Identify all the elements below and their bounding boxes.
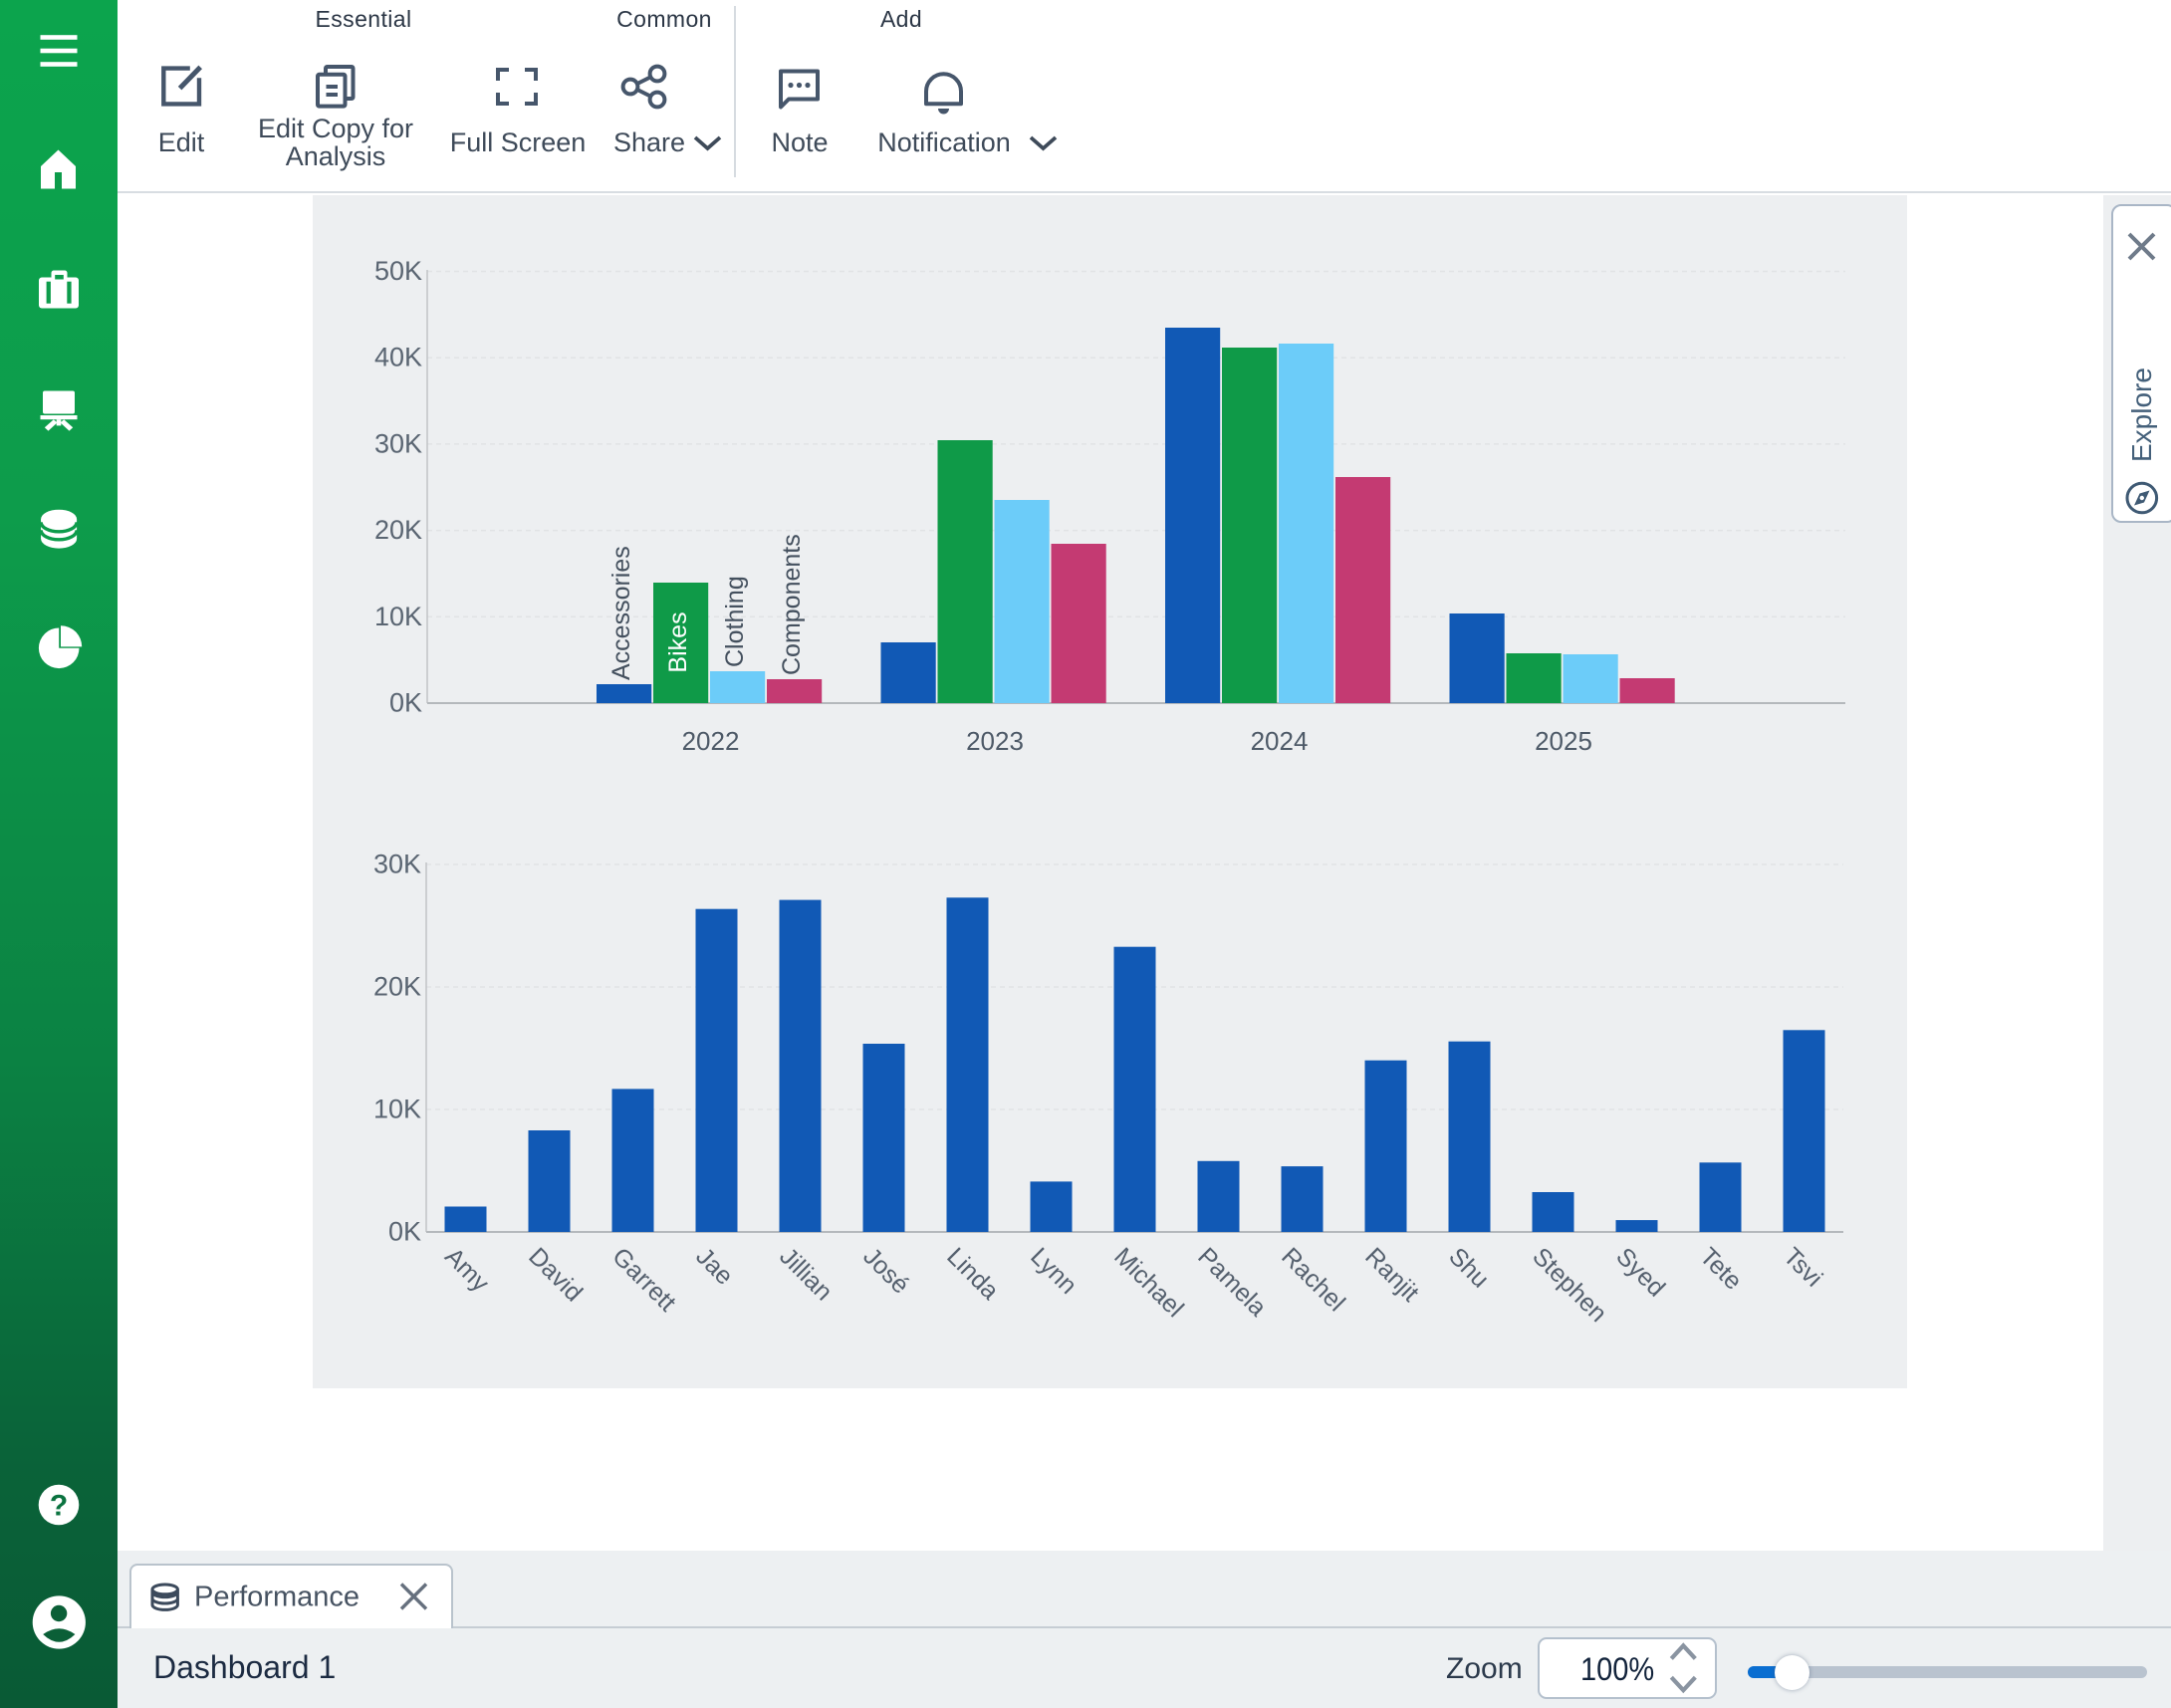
svg-text:2022: 2022 — [682, 726, 740, 756]
svg-text:David: David — [523, 1242, 588, 1307]
svg-text:Performance: Performance — [194, 1582, 360, 1613]
svg-text:10K: 10K — [373, 1095, 421, 1124]
svg-text:Pamela: Pamela — [1192, 1242, 1272, 1322]
svg-text:Components: Components — [778, 534, 806, 675]
svg-text:20K: 20K — [374, 515, 422, 545]
svg-text:Explore: Explore — [2126, 367, 2157, 462]
svg-text:José: José — [857, 1242, 914, 1299]
svg-text:30K: 30K — [373, 850, 421, 879]
svg-text:Syed: Syed — [1610, 1242, 1670, 1302]
svg-text:Ranjit: Ranjit — [1359, 1242, 1424, 1307]
svg-text:0K: 0K — [388, 1217, 421, 1247]
svg-text:2024: 2024 — [1251, 726, 1309, 756]
svg-text:20K: 20K — [373, 972, 421, 1002]
svg-text:Tete: Tete — [1694, 1242, 1747, 1295]
svg-text:Tsvi: Tsvi — [1778, 1242, 1827, 1292]
svg-text:Amy: Amy — [439, 1242, 495, 1298]
svg-text:10K: 10K — [374, 602, 422, 631]
svg-text:?: ? — [50, 1490, 68, 1523]
svg-text:Michael: Michael — [1108, 1242, 1189, 1323]
svg-text:40K: 40K — [374, 343, 422, 372]
svg-text:Garrett: Garrett — [606, 1242, 681, 1317]
svg-text:30K: 30K — [374, 428, 422, 458]
svg-text:Linda: Linda — [941, 1242, 1004, 1305]
svg-text:Rachel: Rachel — [1276, 1242, 1350, 1317]
svg-text:Accessories: Accessories — [607, 546, 635, 680]
svg-text:0K: 0K — [389, 688, 422, 718]
svg-text:50K: 50K — [374, 256, 422, 286]
svg-text:Clothing: Clothing — [721, 576, 749, 667]
svg-text:Bikes: Bikes — [664, 611, 692, 672]
svg-text:Jillian: Jillian — [774, 1242, 838, 1306]
svg-text:Shu: Shu — [1443, 1242, 1494, 1293]
svg-text:Jae: Jae — [690, 1242, 738, 1290]
svg-text:2025: 2025 — [1535, 726, 1592, 756]
svg-text:2023: 2023 — [966, 726, 1024, 756]
svg-text:Stephen: Stephen — [1527, 1242, 1612, 1328]
svg-text:Lynn: Lynn — [1025, 1242, 1082, 1299]
